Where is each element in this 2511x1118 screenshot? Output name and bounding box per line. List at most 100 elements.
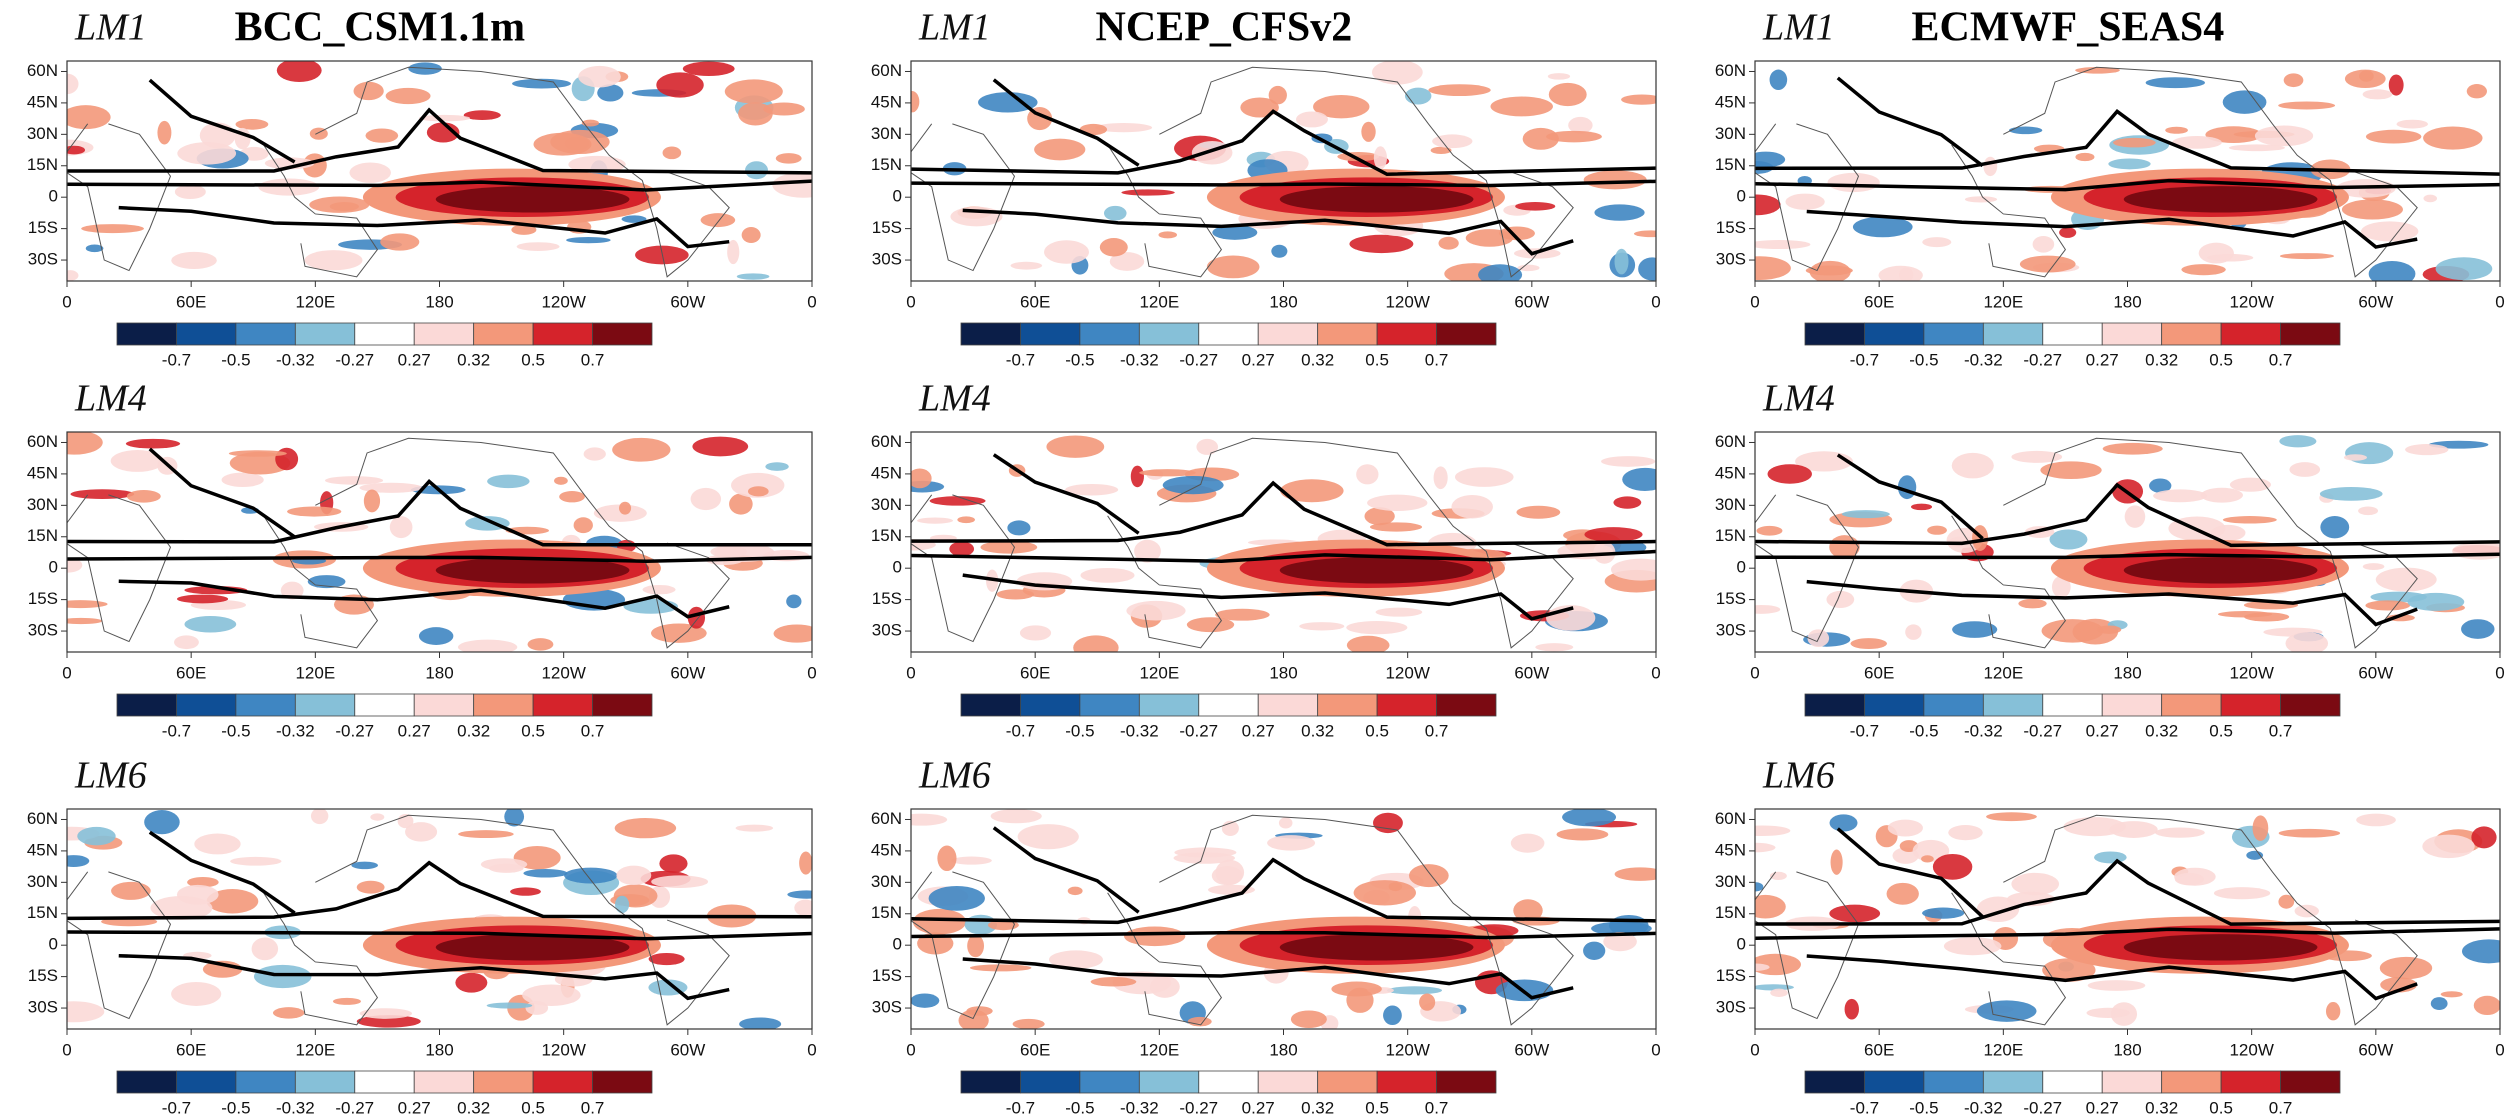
anomaly-patch [1516,505,1561,519]
colorbar-swatch [1804,322,1865,346]
y-tick-label: 0 [893,558,902,577]
anomaly-patch [1755,963,1770,971]
anomaly-patch [710,545,748,558]
panel: 60N 45N 30N 15N 0 15S 30S 0 60E 120E 180 120W 60W 0 -0… [27,5,817,370]
colorbar-label: -0.32 [276,721,315,740]
y-tick-label: 60N [871,432,902,451]
anomaly-patch [523,869,568,878]
y-tick-label: 30N [871,872,902,891]
anomaly-patch [2278,101,2336,110]
anomaly-patch [2435,257,2493,281]
anomaly-patch [356,1015,421,1028]
colorbar-label: 0.7 [1425,350,1449,369]
anomaly-patch [2222,516,2277,524]
anomaly-patch [2278,894,2295,909]
colorbar-label: 0.7 [1425,721,1449,740]
anomaly-patch [1121,189,1175,196]
anomaly-patch [1755,256,1791,280]
anomaly-patch [2343,454,2367,461]
anomaly-patch [206,889,259,914]
anomaly-patch [1364,507,1395,526]
anomaly-patch [458,830,514,839]
anomaly-patch [990,809,1042,824]
y-tick-label: 45N [871,840,902,859]
anomaly-patch [1983,156,1998,177]
colorbar-swatch [592,693,653,717]
anomaly-patch [1841,510,1890,519]
anomaly-patch [1017,824,1079,850]
y-tick-label: 15S [28,589,58,608]
anomaly-patch [1948,825,1983,841]
colorbar-label: -0.5 [1065,1098,1094,1117]
anomaly-patch [1755,842,1776,853]
colorbar-label: -0.7 [1006,350,1035,369]
colorbar-swatch [1079,1070,1140,1094]
map-field [67,432,812,652]
lead-label: LM6 [918,755,991,797]
colorbar-label: 0.32 [2145,721,2178,740]
colorbar-swatch [1436,322,1497,346]
colorbar-label: 0.5 [521,721,545,740]
anomaly-patch [418,114,471,122]
anomaly-patch [786,594,802,609]
anomaly-patch [487,474,530,489]
anomaly-patch [1186,617,1235,633]
x-tick-label: 60W [670,292,705,311]
anomaly-patch [522,984,581,1006]
significance-contour [992,78,1140,167]
y-tick-label: 0 [1737,558,1746,577]
y-tick-label: 15N [1715,903,1746,922]
anomaly-patch [1369,522,1423,532]
y-tick-label: 30N [1715,872,1746,891]
colorbar-swatch [1923,693,1984,717]
map-field [911,61,1656,281]
panel: 60N 45N 30N 15N 0 15S 30S 0 60E 120E 180 120W 60W 0 -0… [27,378,817,741]
y-tick-label: 45N [871,463,902,482]
anomaly-patch [174,184,206,200]
anomaly-patch [1130,465,1144,488]
colorbar-swatch [1020,1070,1081,1094]
coastline [911,494,1016,643]
anomaly-patch [2466,84,2487,99]
anomaly-patch [1356,464,1379,485]
colorbar-swatch [1257,693,1319,717]
anomaly-patch [1922,237,1952,248]
colorbar-swatch [960,1070,1021,1094]
anomaly-patch [1583,170,1647,190]
anomaly-patch [2462,939,2500,964]
anomaly-patch [1090,977,1137,987]
anomaly-patch [1196,438,1219,455]
y-tick-label: 15N [871,526,902,545]
x-tick-label: 180 [2113,292,2141,311]
colorbar-swatch [1138,693,1200,717]
anomaly-patch [77,826,116,846]
anomaly-patch [126,490,161,503]
anomaly-patch [1515,202,1556,211]
y-tick-label: 0 [49,935,58,954]
anomaly-patch [1583,941,1606,960]
panel: 60N 45N 30N 15N 0 15S 30S 0 60E 120E 180 120W 60W 0 -0… [1715,378,2505,741]
anomaly-patch [581,119,599,127]
colorbar-swatch [473,1070,534,1094]
anomaly-patch [911,91,920,113]
anomaly-patch [1432,134,1473,149]
x-tick-label: 180 [425,292,453,311]
colorbar-label: -0.32 [276,1098,315,1117]
anomaly-patch [418,627,454,645]
colorbar-swatch [176,693,237,717]
anomaly-patch [1313,95,1370,119]
anomaly-patch [937,845,957,872]
anomaly-patch [949,541,975,557]
colorbar-label: -0.32 [276,350,315,369]
anomaly-patch [1386,986,1443,995]
x-tick-label: 120E [295,292,335,311]
y-tick-label: 45N [1715,92,1746,111]
y-tick-label: 0 [1737,187,1746,206]
anomaly-patch [656,72,704,98]
anomaly-patch [619,501,632,515]
anomaly-patch [1633,230,1656,238]
colorbar-label: -0.32 [1120,721,1159,740]
significance-contour [1755,178,2500,192]
anomaly-patch [1829,904,1881,923]
